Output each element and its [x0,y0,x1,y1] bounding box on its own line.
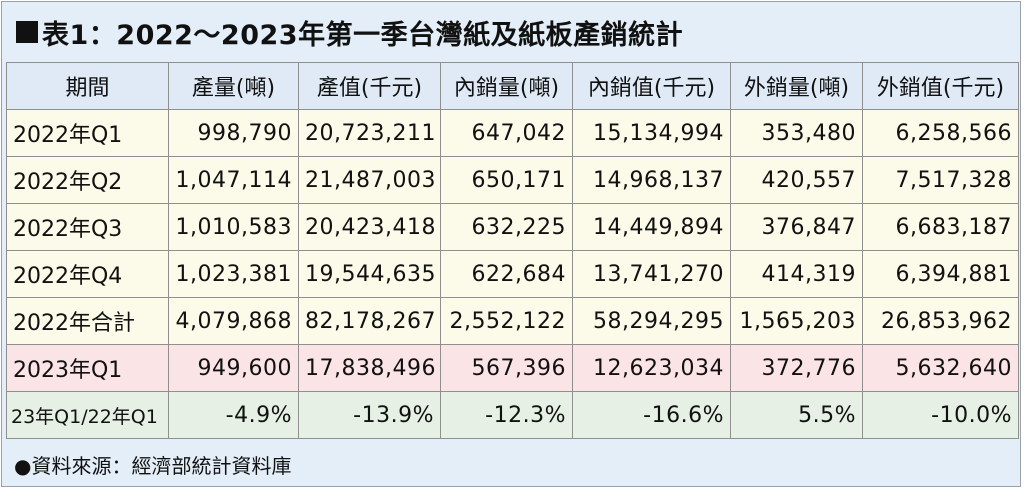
table-cell: 376,847 [730,203,863,251]
header-export-value: 外銷值(千元) [862,62,1019,110]
table-cell: 82,178,267 [298,297,441,345]
table-cell: -10.0% [862,391,1019,439]
table-cell: 622,684 [440,250,573,298]
table-cell: 20,423,418 [298,203,441,251]
table-cell: 14,968,137 [572,156,731,204]
table-cell: -16.6% [572,391,731,439]
table-cell: 19,544,635 [298,250,441,298]
row-label: 2022年合計 [6,297,169,345]
table-row: 2022年Q3 1,010,583 20,423,418 632,225 14,… [6,203,1019,251]
table-cell: 6,258,566 [862,109,1019,157]
table-cell: 20,723,211 [298,109,441,157]
black-square-icon [16,21,38,43]
table-row: 2022年Q4 1,023,381 19,544,635 622,684 13,… [6,250,1019,298]
table-cell: 21,487,003 [298,156,441,204]
table-cell: 949,600 [168,344,299,392]
header-output-value: 產值(千元) [298,62,441,110]
table-row-total: 2022年合計 4,079,868 82,178,267 2,552,122 5… [6,297,1019,345]
table-cell: 1,565,203 [730,297,863,345]
table-row-2023: 2023年Q1 949,600 17,838,496 567,396 12,62… [6,344,1019,392]
table-cell: 6,683,187 [862,203,1019,251]
row-label: 2022年Q3 [6,203,169,251]
title-text: 表1：2022～2023年第一季台灣紙及紙板產銷統計 [42,19,684,51]
table-cell: -13.9% [298,391,441,439]
table-row: 2022年Q2 1,047,114 21,487,003 650,171 14,… [6,156,1019,204]
source-note: ●資料來源：經濟部統計資料庫 [2,442,1020,486]
table-cell: 14,449,894 [572,203,731,251]
table-row: 2022年Q1 998,790 20,723,211 647,042 15,13… [6,109,1019,157]
table-cell: 1,010,583 [168,203,299,251]
table-cell: 1,023,381 [168,250,299,298]
table-cell: -4.9% [168,391,299,439]
table-cell: 420,557 [730,156,863,204]
table-cell: 353,480 [730,109,863,157]
table-cell: 1,047,114 [168,156,299,204]
table-row-change: 23年Q1/22年Q1 -4.9% -13.9% -12.3% -16.6% 5… [6,391,1019,439]
header-period: 期間 [6,62,169,110]
table-cell: 2,552,122 [440,297,573,345]
header-export-volume: 外銷量(噸) [730,62,863,110]
row-label: 2022年Q4 [6,250,169,298]
production-sales-table: 期間 產量(噸) 產值(千元) 內銷量(噸) 內銷值(千元) 外銷量(噸) 外銷… [6,62,1019,439]
row-label: 2022年Q2 [6,156,169,204]
header-row: 期間 產量(噸) 產值(千元) 內銷量(噸) 內銷值(千元) 外銷量(噸) 外銷… [6,62,1019,110]
table-title: 表1：2022～2023年第一季台灣紙及紙板產銷統計 [2,2,1020,62]
table-cell: 5,632,640 [862,344,1019,392]
table-cell: 414,319 [730,250,863,298]
header-output-volume: 產量(噸) [168,62,299,110]
table-cell: 998,790 [168,109,299,157]
row-label: 2023年Q1 [6,344,169,392]
table-cell: 58,294,295 [572,297,731,345]
table-cell: -12.3% [440,391,573,439]
table-cell: 567,396 [440,344,573,392]
table-cell: 632,225 [440,203,573,251]
table-cell: 26,853,962 [862,297,1019,345]
table-cell: 372,776 [730,344,863,392]
row-label: 2022年Q1 [6,109,169,157]
table-cell: 650,171 [440,156,573,204]
table-cell: 6,394,881 [862,250,1019,298]
row-label: 23年Q1/22年Q1 [6,391,169,439]
table-cell: 4,079,868 [168,297,299,345]
table-cell: 12,623,034 [572,344,731,392]
table-cell: 647,042 [440,109,573,157]
table-cell: 15,134,994 [572,109,731,157]
header-domestic-value: 內銷值(千元) [572,62,731,110]
table-cell: 17,838,496 [298,344,441,392]
table-cell: 13,741,270 [572,250,731,298]
header-domestic-volume: 內銷量(噸) [440,62,573,110]
table-cell: 7,517,328 [862,156,1019,204]
table-cell: 5.5% [730,391,863,439]
